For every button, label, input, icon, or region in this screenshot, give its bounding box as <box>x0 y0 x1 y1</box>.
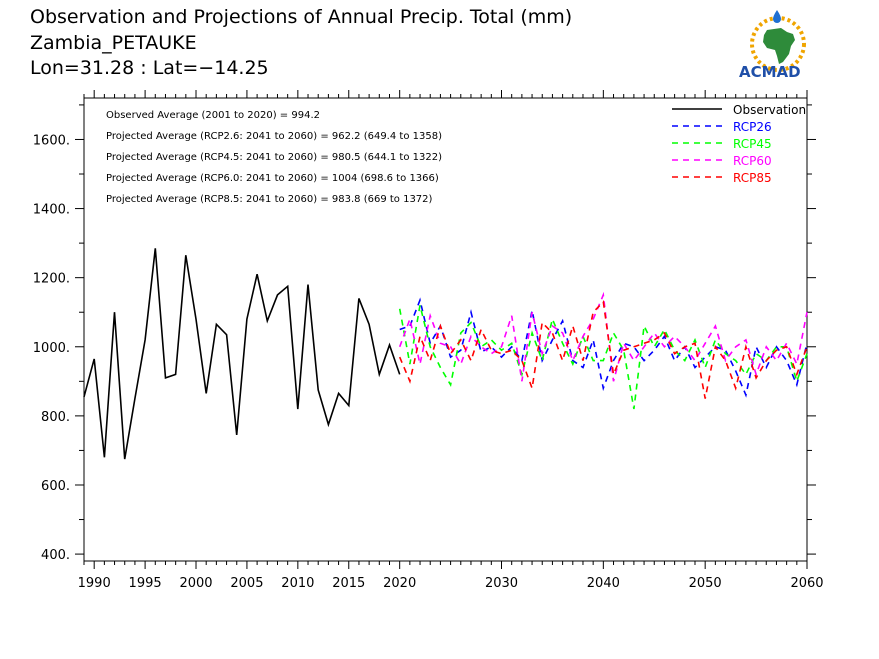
annotation-line: Projected Average (RCP6.0: 2041 to 2060)… <box>106 173 439 184</box>
legend-label: RCP26 <box>733 120 772 134</box>
y-tick-label: 1200. <box>33 272 70 287</box>
legend-label: RCP45 <box>733 137 772 151</box>
x-tick-label: 2010 <box>281 576 314 591</box>
coordinates-label: Lon=31.28 : Lat=−14.25 <box>30 57 269 79</box>
x-tick-label: 1995 <box>129 576 162 591</box>
x-tick-label: 2020 <box>383 576 416 591</box>
y-tick-label: 400. <box>41 548 70 563</box>
x-tick-label: 2000 <box>179 576 212 591</box>
legend-label: RCP60 <box>733 154 772 168</box>
y-tick-label: 1000. <box>33 341 70 356</box>
x-tick-label: 2040 <box>587 576 620 591</box>
chart-title: Observation and Projections of Annual Pr… <box>30 6 573 28</box>
x-tick-label: 1990 <box>78 576 111 591</box>
station-name: Zambia_PETAUKE <box>30 32 197 54</box>
logo-text: ACMAD <box>739 63 801 81</box>
y-tick-label: 800. <box>41 410 70 425</box>
y-tick-label: 600. <box>41 479 70 494</box>
series-rcp85 <box>398 300 808 399</box>
y-tick-label: 1600. <box>33 133 70 148</box>
plot-frame <box>83 97 808 562</box>
x-tick-label: 2030 <box>485 576 518 591</box>
series-rcp45 <box>398 305 808 410</box>
x-tick-label: 2060 <box>790 576 823 591</box>
series-rcp60 <box>398 291 808 382</box>
series-observation <box>83 248 401 460</box>
annotation-line: Projected Average (RCP8.5: 2041 to 2060)… <box>106 194 433 205</box>
legend-label: Observation <box>733 103 806 117</box>
x-tick-label: 2005 <box>230 576 263 591</box>
x-tick-label: 2050 <box>689 576 722 591</box>
legend-label: RCP85 <box>733 171 772 185</box>
annotation-line: Projected Average (RCP4.5: 2041 to 2060)… <box>106 152 442 163</box>
series-rcp26 <box>399 297 808 398</box>
water-drop-icon <box>773 10 781 23</box>
annotation-line: Observed Average (2001 to 2020) = 994.2 <box>106 110 320 121</box>
y-tick-label: 1400. <box>33 203 70 218</box>
africa-icon <box>763 28 795 64</box>
acmad-logo <box>750 10 806 72</box>
x-tick-label: 2015 <box>332 576 365 591</box>
annotation-line: Projected Average (RCP2.6: 2041 to 2060)… <box>106 131 442 142</box>
